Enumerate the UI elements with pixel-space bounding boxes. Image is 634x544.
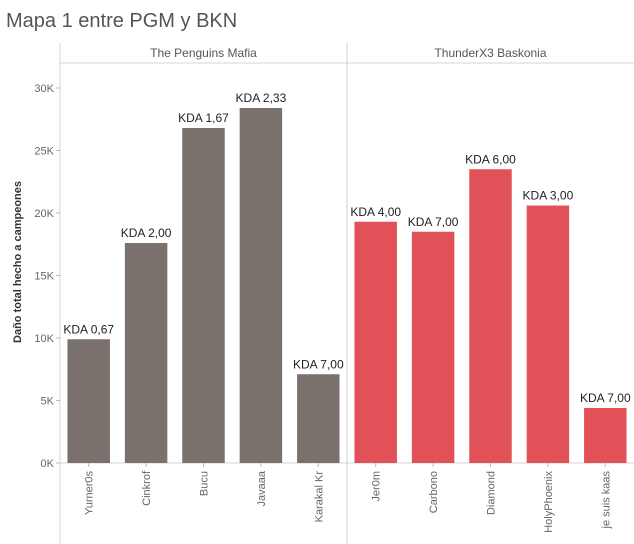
bar [526,205,570,463]
bar [469,169,512,463]
y-tick-label: 25K [34,146,54,158]
x-tick-label: Carbono [428,471,440,513]
bar [182,128,225,463]
x-tick-label: Cinkrof [141,470,153,506]
bar-data-label: KDA 6,00 [465,152,516,166]
bar-data-label: KDA 4,00 [350,205,401,219]
bar [239,108,283,463]
bar-data-label: KDA 1,67 [178,111,229,125]
x-tick-label: Bucu [199,471,211,496]
x-tick-label: HolyPhoenix [543,471,555,533]
y-tick-label: 15K [34,271,54,283]
bar-data-label: KDA 3,00 [523,189,574,203]
bar-data-label: KDA 0,67 [63,322,114,336]
x-tick-label: je suis kaas [600,471,612,530]
panel-title: The Penguins Mafia [150,46,257,60]
x-tick-label: Yurner0s [84,471,96,516]
bar [584,408,627,463]
bar-data-label: KDA 2,33 [236,91,287,105]
x-tick-label: Karakal Kr [313,471,325,523]
bar-data-label: KDA 7,00 [293,357,344,371]
plot-area: 0K 5K 10K 15K 20K 25K 30K The Penguins Mafia KDA… [34,43,634,544]
y-tick-label: 0K [41,458,55,470]
bar [124,243,168,463]
bar-data-label: KDA 7,00 [580,391,631,405]
y-tick-label: 30K [34,83,54,95]
chart-title: Mapa 1 entre PGM y BKN [6,10,237,32]
bar-data-label: KDA 7,00 [408,215,459,229]
panel-title: ThunderX3 Baskonia [434,46,546,60]
y-tick-label: 5K [41,396,55,408]
y-tick-label: 20K [34,208,54,220]
x-tick-label: Jer0m [371,471,383,502]
x-tick-label: Javaaa [256,470,268,506]
y-axis-label: Daño total hecho a campeones [12,181,24,343]
y-tick-label: 10K [34,333,54,345]
bar [411,231,455,463]
bar [67,339,110,463]
bar-data-label: KDA 2,00 [121,226,172,240]
x-tick-label: Diamond [486,471,498,515]
bar [354,221,397,463]
bar [297,374,340,463]
